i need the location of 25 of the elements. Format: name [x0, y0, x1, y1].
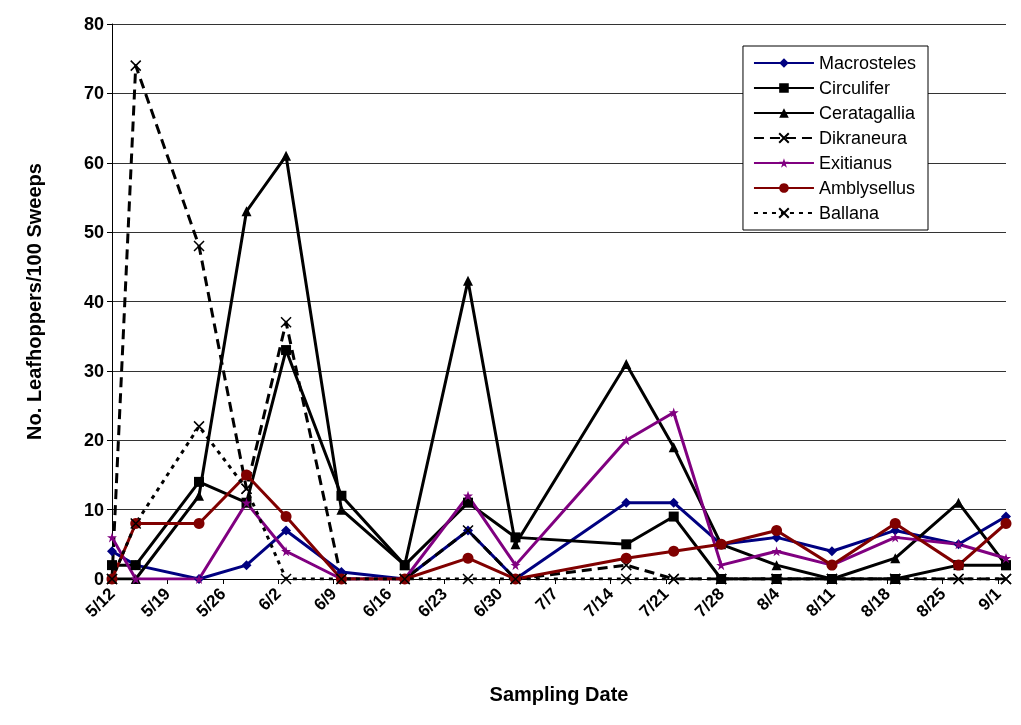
x-tick-label: 6/9	[310, 584, 341, 615]
y-tick-label: 80	[83, 14, 104, 34]
y-tick-label: 30	[83, 360, 104, 381]
x-tick-label: 7/21	[635, 584, 673, 622]
legend-label: Dikraneura	[818, 128, 908, 148]
y-tick-label: 10	[83, 499, 104, 520]
x-tick-label: 8/4	[753, 583, 784, 615]
y-axis-title: No. Leafhoppers/100 Sweeps	[23, 163, 45, 440]
legend-label: Ballana	[818, 203, 880, 223]
legend-label: Macrosteles	[818, 53, 916, 73]
y-tick-label: 60	[83, 152, 104, 173]
legend-label: Ceratagallia	[818, 103, 917, 123]
legend-label: Circulifer	[818, 78, 890, 98]
legend-label: Exitianus	[818, 153, 893, 173]
x-axis-title: Sampling Date	[489, 683, 629, 705]
legend-label: Amblysellus	[818, 178, 915, 198]
y-tick-label: 20	[83, 430, 104, 451]
y-tick-label: 40	[83, 291, 104, 312]
x-tick-label: 8/11	[802, 584, 839, 621]
y-tick-label: 70	[83, 83, 104, 104]
x-tick-label: 9/1	[974, 584, 1005, 615]
x-tick-label: 7/7	[531, 584, 562, 615]
y-tick-label: 0	[93, 569, 104, 589]
y-tick-label: 50	[83, 222, 104, 243]
x-tick-label: 6/2	[254, 584, 285, 615]
